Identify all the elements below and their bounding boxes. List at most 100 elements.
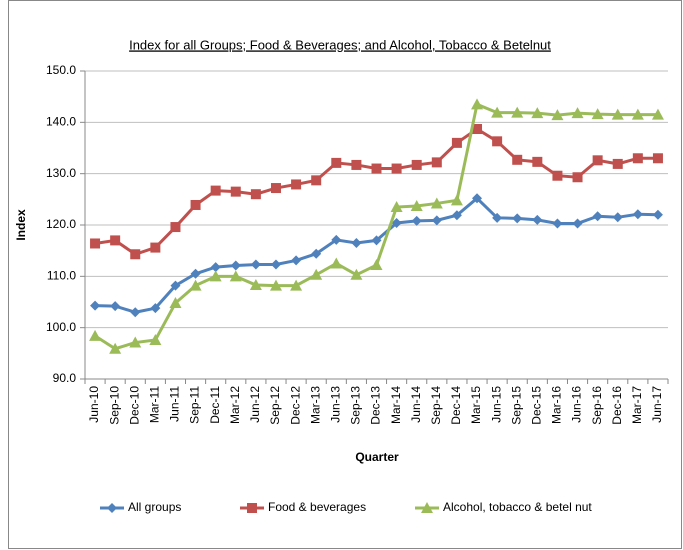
marker xyxy=(190,199,201,210)
marker xyxy=(492,212,503,223)
marker xyxy=(351,237,362,248)
marker xyxy=(170,280,181,291)
marker xyxy=(190,268,201,279)
marker xyxy=(471,98,484,110)
marker xyxy=(390,201,403,213)
y-tick-label: 130.0 xyxy=(46,166,76,180)
marker xyxy=(591,108,604,120)
y-tick-label: 120.0 xyxy=(46,217,76,231)
chart-title: Index for all Groups; Food & Beverages; … xyxy=(129,37,551,52)
x-tick-label: Dec-15 xyxy=(529,386,543,425)
x-tick-label: Mar-17 xyxy=(630,386,644,424)
marker xyxy=(311,248,322,259)
marker xyxy=(250,259,261,270)
x-tick-label: Jun-16 xyxy=(570,386,584,423)
marker xyxy=(652,153,663,164)
marker xyxy=(371,235,382,246)
marker xyxy=(572,172,583,183)
marker xyxy=(572,218,583,229)
x-tick-label: Mar-14 xyxy=(389,386,403,424)
marker xyxy=(491,106,504,118)
x-tick-label: Jun-12 xyxy=(248,386,262,423)
marker xyxy=(612,158,623,169)
marker xyxy=(107,503,117,513)
marker xyxy=(150,242,161,253)
marker xyxy=(210,185,221,196)
marker xyxy=(552,218,563,229)
marker xyxy=(247,503,257,513)
marker xyxy=(351,159,362,170)
marker xyxy=(109,342,122,354)
marker xyxy=(331,157,342,168)
marker xyxy=(411,159,422,170)
marker xyxy=(451,137,462,148)
marker xyxy=(612,212,623,223)
marker xyxy=(169,297,182,309)
x-tick-label: Dec-11 xyxy=(208,386,222,424)
marker xyxy=(552,170,563,181)
marker xyxy=(371,163,382,174)
marker xyxy=(230,186,241,197)
marker xyxy=(410,200,423,212)
x-tick-label: Sep-11 xyxy=(188,386,202,424)
y-tick-label: 150.0 xyxy=(46,63,76,77)
marker xyxy=(149,333,162,345)
marker xyxy=(592,211,603,222)
y-tick-label: 140.0 xyxy=(46,115,76,129)
marker xyxy=(512,213,523,224)
x-tick-label: Sep-12 xyxy=(268,386,282,425)
legend-label: Alcohol, tobacco & betel nut xyxy=(443,500,592,514)
x-tick-label: Jun-11 xyxy=(168,386,182,422)
marker xyxy=(350,268,363,280)
x-tick-label: Jun-15 xyxy=(489,386,503,423)
x-tick-label: Sep-16 xyxy=(590,386,604,425)
marker xyxy=(229,270,242,282)
x-tick-label: Sep-13 xyxy=(349,386,363,425)
x-tick-label: Dec-14 xyxy=(449,386,463,425)
marker xyxy=(611,108,624,120)
marker xyxy=(431,215,442,226)
y-tick-label: 110.0 xyxy=(47,269,76,283)
marker xyxy=(311,175,322,186)
marker xyxy=(431,157,442,168)
x-tick-label: Mar-13 xyxy=(308,386,322,424)
marker xyxy=(370,259,383,271)
marker xyxy=(472,193,483,204)
marker xyxy=(249,279,262,291)
marker xyxy=(129,336,142,348)
marker xyxy=(110,301,121,312)
marker xyxy=(652,209,663,220)
marker xyxy=(632,209,643,220)
marker xyxy=(330,257,343,269)
marker xyxy=(532,214,543,225)
marker xyxy=(512,154,523,165)
x-tick-label: Dec-10 xyxy=(127,386,141,425)
marker xyxy=(451,210,462,221)
marker xyxy=(209,270,222,282)
x-tick-label: Mar-16 xyxy=(550,386,564,424)
marker xyxy=(391,163,402,174)
marker xyxy=(90,238,101,249)
x-tick-label: Jun-14 xyxy=(409,386,423,423)
marker xyxy=(170,222,181,233)
marker xyxy=(531,107,544,119)
x-tick-label: Sep-15 xyxy=(509,386,523,425)
x-tick-label: Mar-12 xyxy=(228,386,242,424)
x-tick-label: Jun-17 xyxy=(650,386,664,423)
marker xyxy=(290,279,303,291)
marker xyxy=(551,109,564,121)
marker xyxy=(411,215,422,226)
marker xyxy=(331,234,342,245)
y-tick-label: 90.0 xyxy=(53,371,77,385)
marker xyxy=(270,259,281,270)
marker xyxy=(430,197,443,209)
marker xyxy=(592,155,603,166)
marker xyxy=(310,268,323,280)
marker xyxy=(130,307,141,318)
x-tick-label: Dec-13 xyxy=(369,386,383,425)
x-tick-label: Dec-16 xyxy=(610,386,624,425)
marker xyxy=(130,249,141,260)
marker xyxy=(571,107,584,119)
marker xyxy=(472,124,483,135)
x-tick-label: Dec-12 xyxy=(288,386,302,425)
